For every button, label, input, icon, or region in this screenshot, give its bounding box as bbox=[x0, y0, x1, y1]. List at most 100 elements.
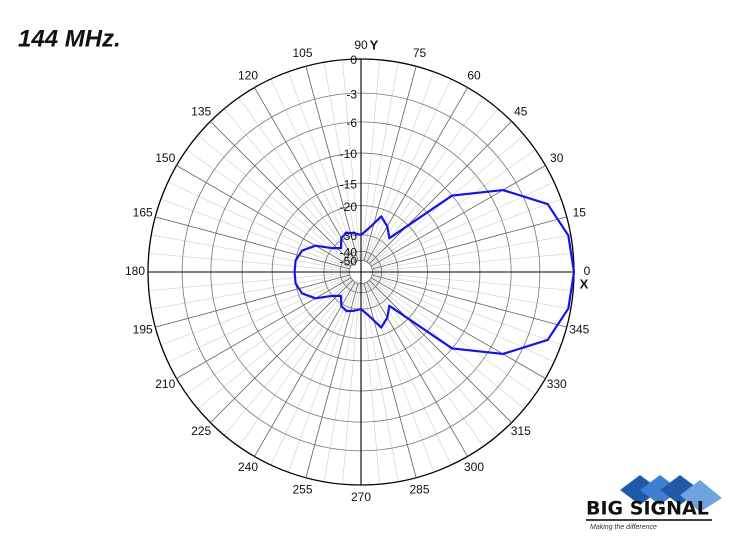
minor-spoke bbox=[197, 134, 353, 265]
minor-spoke bbox=[367, 281, 484, 447]
angle-tick-label: 210 bbox=[155, 377, 175, 391]
angle-tick-label: 150 bbox=[155, 151, 175, 165]
minor-spoke bbox=[372, 273, 571, 310]
minor-spoke bbox=[370, 278, 536, 395]
angle-tick-label: 330 bbox=[547, 377, 567, 391]
r-tick-label: 0 bbox=[350, 53, 357, 67]
minor-spoke bbox=[365, 282, 452, 466]
minor-spoke bbox=[151, 273, 350, 310]
angle-tick-label: 345 bbox=[569, 323, 589, 337]
angle-tick-label: 240 bbox=[238, 460, 258, 474]
minor-spoke bbox=[287, 282, 358, 473]
minor-spoke bbox=[372, 234, 571, 271]
minor-spoke bbox=[372, 272, 574, 291]
minor-spoke bbox=[342, 59, 361, 261]
minor-spoke bbox=[361, 59, 380, 261]
minor-spoke bbox=[364, 71, 435, 262]
spoke bbox=[155, 216, 350, 270]
angle-tick-label: 135 bbox=[191, 104, 211, 118]
r-tick-label: -3 bbox=[346, 87, 357, 101]
minor-spoke bbox=[167, 276, 351, 363]
r-tick-label: -40 bbox=[340, 245, 358, 259]
minor-spoke bbox=[238, 97, 355, 263]
angle-tick-label: 255 bbox=[292, 482, 312, 496]
spoke bbox=[305, 283, 359, 478]
angle-tick-label: 15 bbox=[573, 206, 587, 220]
spoke bbox=[305, 66, 359, 261]
minor-spoke bbox=[364, 282, 435, 473]
minor-spoke bbox=[223, 108, 354, 264]
spoke bbox=[370, 165, 546, 267]
minor-spoke bbox=[371, 198, 562, 269]
angle-tick-label: 195 bbox=[133, 323, 153, 337]
angle-tick-label: 285 bbox=[409, 482, 429, 496]
minor-spoke bbox=[238, 281, 355, 447]
spoke bbox=[366, 87, 468, 263]
minor-spoke bbox=[361, 283, 380, 485]
minor-spoke bbox=[160, 275, 351, 346]
angle-tick-label: 120 bbox=[238, 68, 258, 82]
angle-tick-label: 75 bbox=[413, 46, 427, 60]
minor-spoke bbox=[371, 275, 562, 346]
r-tick-label: -10 bbox=[340, 147, 358, 161]
minor-spoke bbox=[372, 253, 574, 272]
spoke bbox=[372, 216, 567, 270]
labels: 0-3-6-10-15-20-30-40-5001530456075901051… bbox=[125, 37, 591, 504]
r-tick-label: -20 bbox=[340, 200, 358, 214]
logo: BIG SIGNAL Making the difference bbox=[586, 475, 722, 531]
minor-spoke bbox=[167, 181, 351, 268]
spoke bbox=[254, 87, 356, 263]
r-tick-label: -6 bbox=[346, 116, 357, 130]
minor-spoke bbox=[365, 78, 452, 262]
x-axis-label: X bbox=[580, 276, 589, 291]
minor-spoke bbox=[151, 234, 350, 271]
spoke bbox=[370, 277, 546, 379]
spoke bbox=[210, 279, 354, 423]
minor-spoke bbox=[197, 279, 353, 410]
minor-spoke bbox=[160, 198, 351, 269]
minor-spoke bbox=[287, 71, 358, 262]
spoke bbox=[363, 283, 417, 478]
chart-title: 144 MHz. bbox=[18, 25, 121, 52]
logo-tagline: Making the difference bbox=[590, 524, 657, 531]
minor-spoke bbox=[223, 280, 354, 436]
minor-spoke bbox=[367, 97, 484, 263]
angle-tick-label: 90 bbox=[354, 38, 368, 52]
spoke bbox=[176, 165, 352, 267]
plot-background bbox=[120, 45, 600, 515]
angle-tick-label: 30 bbox=[550, 151, 564, 165]
minor-spoke bbox=[148, 253, 350, 272]
angle-tick-label: 180 bbox=[125, 264, 145, 278]
minor-spoke bbox=[270, 282, 357, 466]
spoke bbox=[368, 121, 512, 265]
r-tick-label: -50 bbox=[340, 255, 358, 269]
angle-tick-label: 45 bbox=[514, 104, 528, 118]
minor-spoke bbox=[270, 78, 357, 262]
spoke bbox=[155, 274, 350, 328]
spoke bbox=[372, 274, 567, 328]
spoke bbox=[210, 121, 354, 265]
minor-spoke bbox=[148, 272, 350, 291]
angle-tick-label: 105 bbox=[292, 46, 312, 60]
angle-tick-label: 0 bbox=[584, 264, 591, 278]
angle-tick-label: 300 bbox=[464, 460, 484, 474]
minor-spoke bbox=[370, 149, 536, 266]
spoke bbox=[368, 279, 512, 423]
spoke bbox=[254, 281, 356, 457]
angle-tick-label: 270 bbox=[351, 490, 371, 504]
r-tick-label: -15 bbox=[340, 177, 358, 191]
minor-spoke bbox=[323, 62, 360, 261]
minor-spoke bbox=[342, 283, 361, 485]
logo-text: BIG SIGNAL bbox=[586, 498, 709, 520]
pattern-line bbox=[293, 188, 576, 356]
angle-tick-label: 60 bbox=[467, 68, 481, 82]
minor-spoke bbox=[323, 283, 360, 482]
angle-tick-label: 225 bbox=[191, 424, 211, 438]
grid bbox=[147, 58, 575, 486]
spoke bbox=[363, 66, 417, 261]
angle-tick-label: 165 bbox=[133, 206, 153, 220]
spoke bbox=[366, 281, 468, 457]
angle-tick-label: 315 bbox=[511, 424, 531, 438]
y-axis-label: Y bbox=[370, 37, 379, 52]
